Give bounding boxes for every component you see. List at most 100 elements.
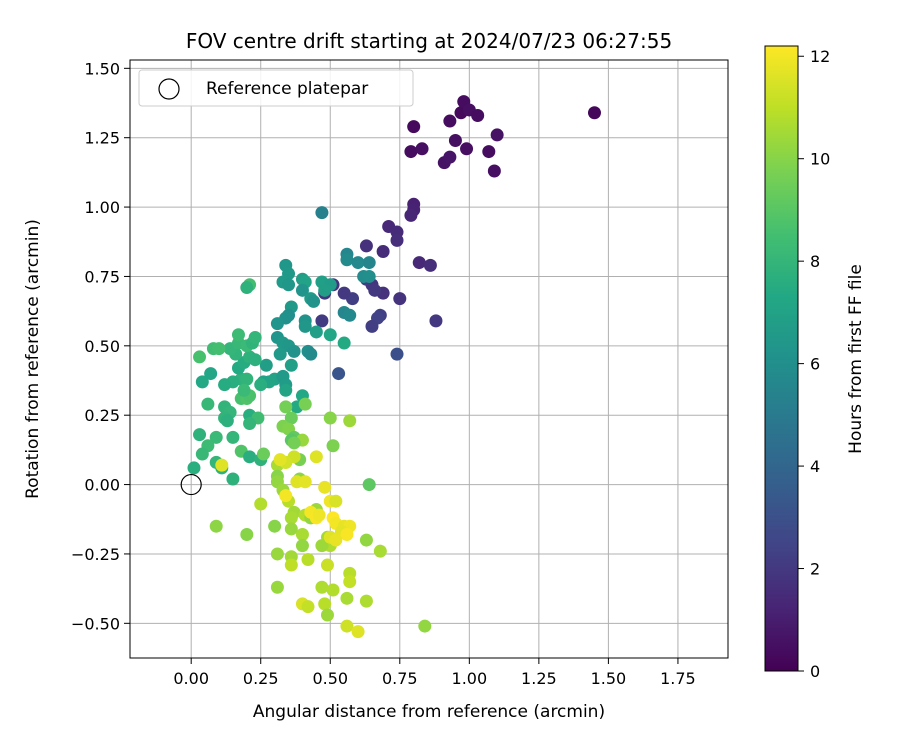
data-point xyxy=(407,120,421,134)
data-point xyxy=(340,591,354,605)
data-point xyxy=(193,428,207,442)
data-point xyxy=(209,519,223,533)
data-point xyxy=(429,314,443,328)
data-point xyxy=(209,430,223,444)
data-point xyxy=(218,378,232,392)
data-point xyxy=(315,314,329,328)
data-point xyxy=(390,233,404,247)
data-point xyxy=(279,400,293,414)
data-point xyxy=(329,533,343,547)
data-point xyxy=(284,411,298,425)
data-point xyxy=(460,142,474,156)
data-point xyxy=(390,347,404,361)
data-point xyxy=(412,256,426,270)
data-point xyxy=(237,383,251,397)
colorbar-tick-label: 0 xyxy=(810,662,820,681)
data-point xyxy=(340,253,354,267)
data-point xyxy=(201,397,215,411)
data-point xyxy=(320,558,334,572)
data-point xyxy=(376,244,390,258)
data-point xyxy=(359,239,373,253)
grid-lines xyxy=(130,60,728,658)
colorbar-ticks: 0 2 4 6 8 10 12 xyxy=(798,47,830,681)
data-point xyxy=(443,150,457,164)
data-point xyxy=(332,367,346,381)
y-tick-label: 0.75 xyxy=(84,267,120,286)
data-point xyxy=(323,328,337,342)
data-point xyxy=(212,342,226,356)
data-point xyxy=(273,347,287,361)
data-point xyxy=(359,594,373,608)
data-point xyxy=(315,539,329,553)
x-tick-label: 1.75 xyxy=(660,669,696,688)
data-point xyxy=(301,552,315,566)
data-point xyxy=(273,453,287,467)
data-point xyxy=(415,142,429,156)
data-point xyxy=(365,319,379,333)
data-point xyxy=(270,547,284,561)
data-point xyxy=(362,256,376,270)
data-point xyxy=(298,319,312,333)
data-point xyxy=(587,106,601,120)
data-point xyxy=(315,206,329,220)
data-point xyxy=(443,114,457,128)
data-point xyxy=(298,397,312,411)
data-point xyxy=(340,528,354,542)
y-tick-label: 0.00 xyxy=(84,476,120,495)
data-point xyxy=(226,472,240,486)
data-point xyxy=(254,378,268,392)
data-point xyxy=(326,439,340,453)
data-point xyxy=(404,145,418,159)
data-point xyxy=(337,336,351,350)
data-point xyxy=(326,583,340,597)
colorbar: 0 2 4 6 8 10 12 Hours from first FF file xyxy=(764,45,866,681)
data-point xyxy=(362,478,376,492)
data-point xyxy=(393,292,407,306)
reference-platepar-marker xyxy=(180,473,202,496)
data-point xyxy=(309,450,323,464)
colorbar-tick-label: 2 xyxy=(810,560,820,579)
data-point xyxy=(284,511,298,525)
data-point xyxy=(329,494,343,508)
colorbar-tick-label: 10 xyxy=(810,150,830,169)
data-point xyxy=(220,414,234,428)
colorbar-tick-label: 4 xyxy=(810,457,820,476)
data-point xyxy=(240,281,254,295)
x-tick-label: 1.25 xyxy=(521,669,557,688)
data-point xyxy=(295,539,309,553)
x-tick-label: 0.00 xyxy=(173,669,209,688)
data-point xyxy=(448,133,462,147)
data-point xyxy=(315,580,329,594)
y-tick-label: 1.00 xyxy=(84,198,120,217)
data-point xyxy=(187,461,201,475)
data-point xyxy=(193,350,207,364)
plot-area-frame xyxy=(129,59,729,659)
data-point xyxy=(295,283,309,297)
data-point xyxy=(240,528,254,542)
data-point xyxy=(359,533,373,547)
colorbar-label: Hours from first FF file xyxy=(846,264,866,454)
data-point xyxy=(351,625,365,639)
colorbar-tick-label: 8 xyxy=(810,252,820,271)
data-point xyxy=(343,575,357,589)
data-point xyxy=(284,358,298,372)
x-tick-label: 0.75 xyxy=(382,669,418,688)
y-tick-label: −0.25 xyxy=(71,545,120,564)
data-point xyxy=(270,580,284,594)
data-point xyxy=(404,208,418,222)
data-point xyxy=(279,489,293,503)
data-point xyxy=(487,164,501,178)
data-point xyxy=(240,372,254,386)
data-point xyxy=(368,283,382,297)
data-point xyxy=(418,619,432,633)
data-point xyxy=(320,608,334,622)
data-point xyxy=(471,108,485,122)
data-point xyxy=(257,447,271,461)
y-axis-label: Rotation from reference (arcmin) xyxy=(23,219,43,499)
chart-title: FOV centre drift starting at 2024/07/23 … xyxy=(186,29,672,53)
data-point xyxy=(309,325,323,339)
data-point xyxy=(287,436,301,450)
data-point xyxy=(195,447,209,461)
data-point xyxy=(301,600,315,614)
